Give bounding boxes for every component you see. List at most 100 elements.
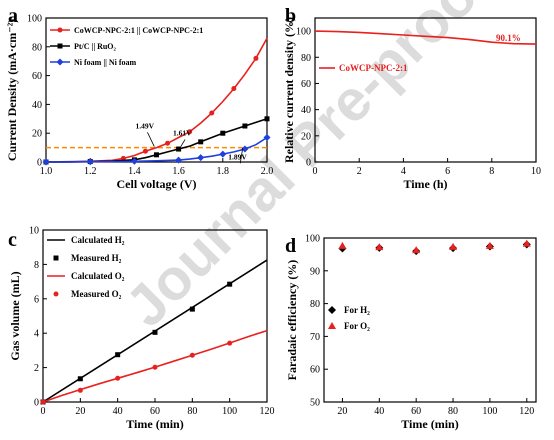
panel-d-data-point — [375, 243, 384, 251]
panel-d-ytick-label: 80 — [310, 299, 320, 310]
panel-b-xtick-label: 10 — [531, 166, 541, 177]
panel-c-letter: c — [8, 229, 17, 251]
panel-a-data-point — [165, 140, 171, 146]
panel-a-legend-marker — [57, 43, 63, 49]
panel-d-frame — [323, 237, 537, 403]
panel-b-ytick-label: 100 — [296, 27, 311, 38]
panel-a-ytick-label: 80 — [32, 42, 42, 53]
panel-a-annotation-arrow — [239, 147, 244, 164]
panel-b-ytick-label: 0 — [306, 158, 311, 169]
panel-a-legend-label: CoWCP-NPC-2:1 || CoWCP-NPC-2:1 — [74, 26, 203, 35]
panel-a-data-point — [175, 156, 183, 164]
panel-d-ytick-label: 50 — [310, 398, 320, 409]
panel-d-xtick-label: 120 — [519, 406, 534, 417]
panel-b-series-0 — [314, 30, 537, 45]
panel-a-data-point — [197, 154, 205, 162]
panel-a-legend-marker — [56, 58, 64, 66]
panel-a-series-line — [45, 37, 268, 163]
panel-a-data-point — [176, 146, 182, 152]
panel-b-xtick-label: 4 — [401, 166, 406, 177]
panel-c-xtick-label: 0 — [41, 406, 46, 417]
panel-a-xtick-label: 1.2 — [84, 166, 97, 177]
panel-c-x-axis-title: Time (min) — [126, 417, 183, 431]
panel-c-ytick-label: 10 — [29, 226, 39, 237]
panel-a-xtick-label: 2.0 — [261, 166, 274, 177]
panel-a-data-point — [219, 150, 227, 158]
panel-a-annotation-arrow — [147, 132, 155, 147]
panel-d-series-0 — [338, 240, 531, 256]
panel-a-annotation-arrow — [180, 139, 186, 147]
panel-b-xtick-label: 0 — [313, 166, 318, 177]
panel-c-legend-label: Measured O₂ — [71, 289, 122, 299]
panel-a-data-point — [86, 158, 94, 166]
panel-d-ytick-label: 100 — [305, 234, 320, 245]
panel-d-legend-marker — [328, 306, 336, 314]
panel-a-legend-label: Ni foam || Ni foam — [74, 58, 137, 67]
panel-a-data-point — [187, 129, 193, 135]
panel-a-annotation: 1.49V — [135, 121, 154, 130]
panel-d-ytick-label: 60 — [310, 365, 320, 376]
panel-a-data-point — [264, 116, 270, 122]
panel-c-legend-label: Calculated H₂ — [71, 235, 125, 245]
panel-b-frame — [314, 17, 537, 163]
panel-c-data-point — [40, 399, 46, 405]
panel-b-ytick-label: 20 — [301, 131, 311, 142]
panel-a-legend-marker — [57, 27, 63, 33]
panel-a-annotation: 1.61V — [173, 129, 192, 138]
panel-d-data-point — [522, 239, 531, 247]
panel-c-data-point — [189, 306, 195, 312]
panel-a-y-axis-title: Current Density (mA·cm⁻²) — [5, 19, 19, 161]
panel-a-series-line — [45, 136, 268, 163]
panel-b-xtick-label: 2 — [357, 166, 362, 177]
panel-a-series-2 — [42, 134, 271, 166]
panel-d-ytick-label: 90 — [310, 266, 320, 277]
panel-b-ytick-label: 60 — [301, 79, 311, 90]
panel-b-ytick-label: 40 — [301, 105, 311, 116]
panel-b-xtick-label: 6 — [445, 166, 450, 177]
panel-d-legend-label: For O₂ — [344, 321, 370, 331]
panel-a-xtick-label: 1.0 — [40, 166, 53, 177]
panel-b-ytick-label: 80 — [301, 53, 311, 64]
panel-a-annotation: 1.89V — [228, 152, 247, 161]
panel-c-data-point — [115, 375, 121, 381]
panel-a-x-axis-title: Cell voltage (V) — [117, 177, 197, 191]
panel-c-legend-marker — [53, 291, 59, 297]
panel-c-series-3 — [40, 340, 233, 405]
panel-a-ytick-label: 20 — [32, 129, 42, 140]
panel-c-legend-label: Calculated O₂ — [71, 271, 125, 281]
panel-d-xtick-label: 60 — [411, 406, 421, 417]
panel-d-xtick-label: 80 — [448, 406, 458, 417]
panel-a-data-point — [253, 55, 259, 61]
panel-d-data-point — [412, 246, 421, 254]
panel-c-xtick-label: 60 — [150, 406, 160, 417]
panel-b-legend-label: CoWCP-NPC-2:1 — [339, 63, 408, 73]
panel-d-y-axis-title: Faradaic efficiency (%) — [285, 260, 299, 381]
panel-b-letter: b — [285, 5, 296, 27]
panel-c-xtick-label: 80 — [187, 406, 197, 417]
panel-a-data-point — [209, 110, 215, 116]
panel-c-legend-label: Measured H₂ — [71, 253, 122, 263]
panel-a-data-point — [142, 148, 148, 154]
panel-c-ytick-label: 8 — [34, 260, 39, 271]
panel-d-xtick-label: 100 — [482, 406, 497, 417]
panel-a-data-point — [241, 145, 249, 153]
panel-c-xtick-label: 100 — [222, 406, 237, 417]
panel-c-xtick-label: 20 — [75, 406, 85, 417]
panel-a-data-point — [130, 157, 138, 165]
panel-a-xtick-label: 1.8 — [217, 166, 230, 177]
panel-b-xtick-label: 8 — [489, 166, 494, 177]
panel-a-ytick-label: 60 — [32, 71, 42, 82]
panel-d-letter: d — [285, 235, 296, 257]
panel-c-ytick-label: 6 — [34, 294, 39, 305]
panel-c-xtick-label: 40 — [113, 406, 123, 417]
panel-a-xtick-label: 1.4 — [128, 166, 141, 177]
panel-b-annotation: 90.1% — [496, 33, 521, 43]
panel-c-data-point — [152, 329, 158, 335]
panel-d-x-axis-title: Time (min) — [401, 417, 458, 431]
panel-d-legend-label: For H₂ — [344, 305, 370, 315]
panel-d-series-1 — [338, 239, 531, 254]
panel-a-data-point — [231, 86, 237, 92]
panel-d-data-point — [449, 242, 458, 250]
